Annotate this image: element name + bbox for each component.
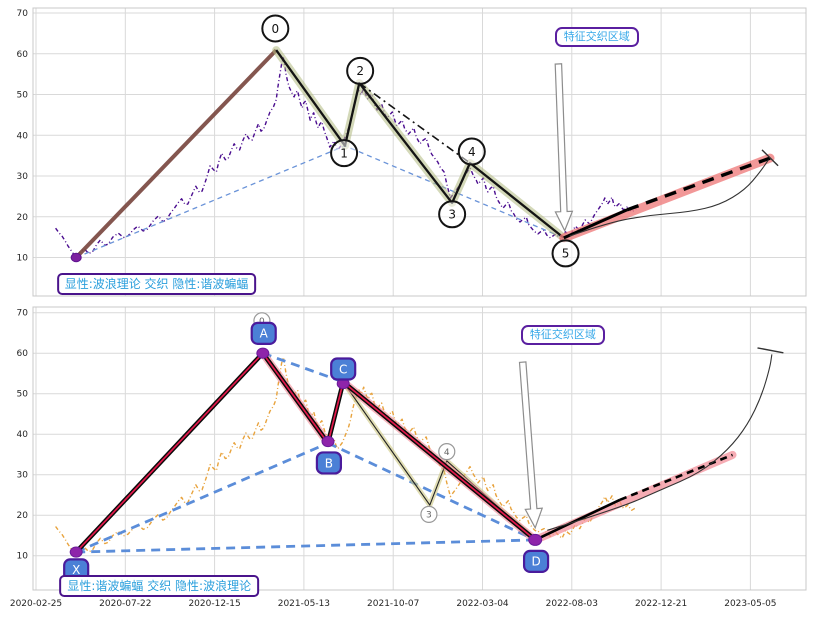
- y-tick-label: 10: [17, 254, 29, 264]
- plot-frame: [32, 306, 807, 591]
- xabcd-badges-C: [330, 357, 357, 381]
- trendline-2-4-dashdot: [358, 82, 471, 164]
- y-tick-label: 50: [17, 91, 29, 101]
- pivot-dot-B: [321, 435, 335, 448]
- arc-end-bar: [757, 347, 784, 354]
- forecast-arc: [569, 159, 769, 237]
- y-tick-label: 70: [17, 9, 29, 19]
- wave-number-circles-4: [457, 137, 486, 166]
- pivot-dot-X: [69, 546, 83, 558]
- caption-top-explicit-wave-implicit-harmonic: 显性:波浪理论 交织 隐性:谐波蝙蝠: [56, 273, 257, 296]
- ratio-dashed-XB: [75, 441, 329, 554]
- y-tick-label: 70: [17, 309, 29, 319]
- y-tick-label: 20: [17, 511, 29, 521]
- wave-number-circles-2: [346, 56, 375, 85]
- wave-number-circles-label-4: 4: [468, 145, 476, 159]
- y-tick-label: 40: [17, 430, 29, 440]
- y-tick-label: 60: [17, 50, 29, 60]
- x-tick-label: 2020-07-22: [99, 599, 151, 609]
- xabcd-badges-A: [250, 321, 277, 345]
- caption-bottom-explicit-harmonic-implicit-wave: 显性:谐波蝙蝠 交织 隐性:波浪理论: [59, 575, 260, 598]
- wave-number-circles-5: [551, 239, 580, 268]
- bottom-zone-arrow-icon: [518, 361, 544, 530]
- top-zone-arrow-icon: [554, 63, 574, 233]
- impulse-trend-line: [74, 48, 278, 259]
- forecast-glow: [559, 153, 775, 243]
- forecast-dashed: [619, 453, 733, 502]
- ratio-dashed-XD: [76, 538, 536, 554]
- forecast-arc: [547, 354, 773, 531]
- xabcd-badges-D: [522, 549, 550, 573]
- x-tick-label: 2022-12-21: [635, 599, 687, 609]
- implicit-wave-circles-4: [438, 443, 456, 461]
- plot-background: [33, 8, 806, 296]
- plot-frame: [32, 7, 807, 297]
- wave-number-circles-label-2: 2: [356, 64, 364, 78]
- xabcd-badges-label-X: X: [72, 563, 80, 577]
- x-tick-label: 2020-02-25: [10, 599, 62, 609]
- xabcd-badges-label-D: D: [531, 555, 540, 569]
- x-tick-label: 2021-05-13: [278, 599, 330, 609]
- x-tick-label: 2021-10-07: [367, 599, 419, 609]
- x-tick-label: 2022-08-03: [546, 599, 598, 609]
- y-tick-label: 30: [17, 172, 29, 182]
- y-tick-label: 60: [17, 349, 29, 359]
- xabcd-badges-label-B: B: [325, 456, 333, 470]
- price-line-bottom: [55, 356, 637, 558]
- wave-number-circles-0: [261, 14, 290, 43]
- y-tick-label: 20: [17, 213, 29, 223]
- y-tick-label: 50: [17, 390, 29, 400]
- y-tick-label: 30: [17, 471, 29, 481]
- wave-line-0-5: [275, 49, 565, 239]
- wave-number-circles-label-1: 1: [340, 147, 348, 161]
- forecast-dashed: [626, 156, 771, 212]
- y-tick-label: 10: [17, 552, 29, 562]
- x-tick-label: 2020-12-15: [188, 599, 240, 609]
- forecast-solid: [563, 208, 628, 240]
- arc-end-bar: [761, 149, 779, 167]
- wave-number-circles-label-5: 5: [562, 247, 570, 261]
- annotation-top-interweave-zone: 特征交织区域: [554, 27, 639, 47]
- xabcd-badges-B: [315, 451, 343, 475]
- x-tick-label: 2022-03-04: [456, 599, 509, 609]
- wave-number-circles-label-0: 0: [272, 22, 280, 36]
- pivot-dot-start: [70, 252, 82, 263]
- wave-number-circles-label-3: 3: [448, 208, 456, 222]
- x-tick-label: 2023-05-05: [724, 599, 776, 609]
- pivot-dot-A: [256, 347, 270, 359]
- ratio-dashed-BD: [327, 441, 536, 542]
- xabcd-badges-label-C: C: [339, 362, 347, 376]
- y-tick-label: 40: [17, 131, 29, 141]
- implicit-wave-circles-3: [420, 505, 438, 523]
- wave-number-circles-1: [330, 139, 359, 168]
- pivot-dot-D: [528, 533, 543, 546]
- implicit-wave-circles-label-3: 3: [426, 511, 432, 521]
- implicit-wave-circles-label-4: 4: [444, 448, 450, 458]
- wave-number-circles-3: [438, 200, 467, 229]
- xabcd-badges-label-A: A: [260, 327, 269, 341]
- annotation-bottom-interweave-zone: 特征交织区域: [520, 324, 605, 345]
- forecast-solid: [534, 498, 621, 542]
